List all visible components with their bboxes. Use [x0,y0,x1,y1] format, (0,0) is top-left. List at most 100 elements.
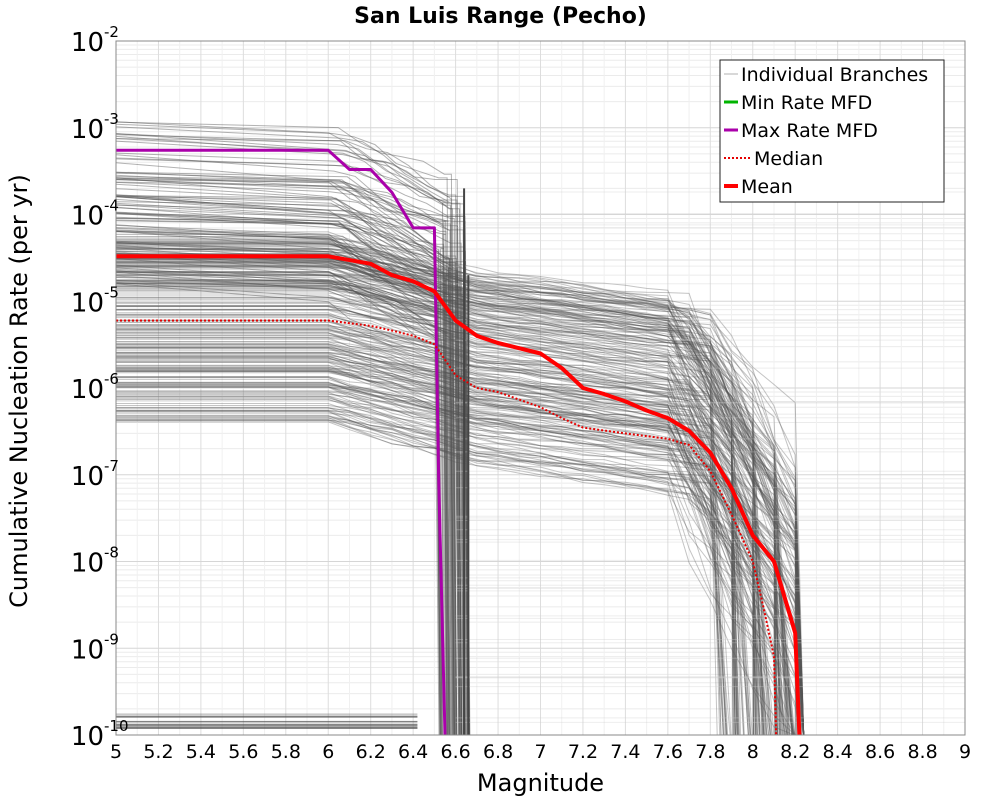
x-tick-label: 8.8 [907,741,937,763]
branch-line [116,417,795,736]
branch-line [116,328,772,736]
y-tick-exponent: -9 [104,630,119,648]
branch-line [116,258,791,736]
branch-line [115,267,470,736]
branch-line [116,343,765,736]
branch-line [115,258,467,736]
x-tick-label: 6.6 [440,741,470,763]
branch-line [116,370,805,736]
x-tick-label: 7.4 [610,741,640,763]
branch-line [116,352,805,736]
branch-line [116,390,788,736]
branch-line [116,398,758,736]
y-tick-base: 10 [71,722,104,752]
branch-line [116,245,767,736]
x-tick-label: 7.2 [568,741,598,763]
branch-line [116,282,796,736]
branch-line [116,391,805,736]
x-tick-label: 5.8 [271,741,301,763]
branch-line [116,290,745,736]
branch-line [116,285,795,736]
branch-line [116,286,801,736]
branch-line [116,314,727,736]
branch-line [116,268,753,736]
branch-line [116,332,797,736]
x-tick-label: 8 [747,741,759,763]
branch-line [115,121,462,736]
branch-line [116,378,724,736]
branch-line [116,279,769,736]
y-tick-exponent: -3 [104,110,119,128]
branch-line [116,377,754,736]
branch-line [115,230,449,736]
branch-line [115,270,457,736]
x-tick-label: 8.4 [823,741,853,763]
branch-line [116,272,780,736]
x-tick-label: 7 [534,741,546,763]
branch-line [115,171,459,736]
branch-line [116,242,794,736]
branch-line [115,211,464,736]
branch-line [116,369,797,736]
branch-line [116,386,731,736]
branch-line [116,249,805,736]
branch-line [115,179,463,736]
branch-line [116,236,724,736]
branch-line [116,271,732,736]
branch-line [116,397,776,736]
branch-line [116,281,752,736]
branch-line [116,288,805,736]
branch-line [115,121,457,736]
branch-line [116,325,805,736]
branch-line [116,357,772,736]
branch-line [116,305,805,736]
branch-line [116,243,773,736]
branch-line [115,135,450,736]
x-tick-label: 5 [110,741,122,763]
individual-branches [115,121,965,736]
y-tick-base: 10 [71,288,104,318]
branch-line [116,381,805,736]
branch-line [116,253,763,736]
branch-line [116,355,805,736]
branch-line [116,370,734,736]
branch-line [116,347,755,736]
branch-line [115,252,460,736]
y-tick-base: 10 [71,115,104,145]
branch-line [116,352,805,736]
branch-line [116,393,765,736]
branch-line [116,302,793,736]
branch-line [116,264,789,736]
branch-line [116,356,735,736]
branch-line [116,407,805,736]
branch-line [116,368,782,736]
x-tick-label: 5.4 [186,741,216,763]
legend-label: Mean [741,176,793,198]
branch-line [115,195,445,736]
x-tick-label: 9 [959,741,971,763]
branch-line [115,133,469,736]
y-tick-base: 10 [71,375,104,405]
branch-line [116,330,805,736]
branch-line [116,411,799,736]
branch-line [116,337,805,736]
branch-line [116,412,799,736]
branch-line [116,265,721,736]
branch-line [116,352,805,736]
branch-line [116,283,799,736]
branch-line [116,370,779,736]
branch-line [115,242,460,736]
branch-line [116,275,805,736]
branch-line [116,297,744,736]
branch-line [116,419,780,736]
branch-line [115,229,466,736]
branch-line [116,286,803,736]
branch-line [115,177,444,736]
branch-line [116,231,727,736]
branch-line [116,421,789,736]
branch-line [116,348,741,736]
branch-line [116,371,805,736]
branch-line [115,258,450,736]
y-tick-exponent: -7 [104,457,119,475]
